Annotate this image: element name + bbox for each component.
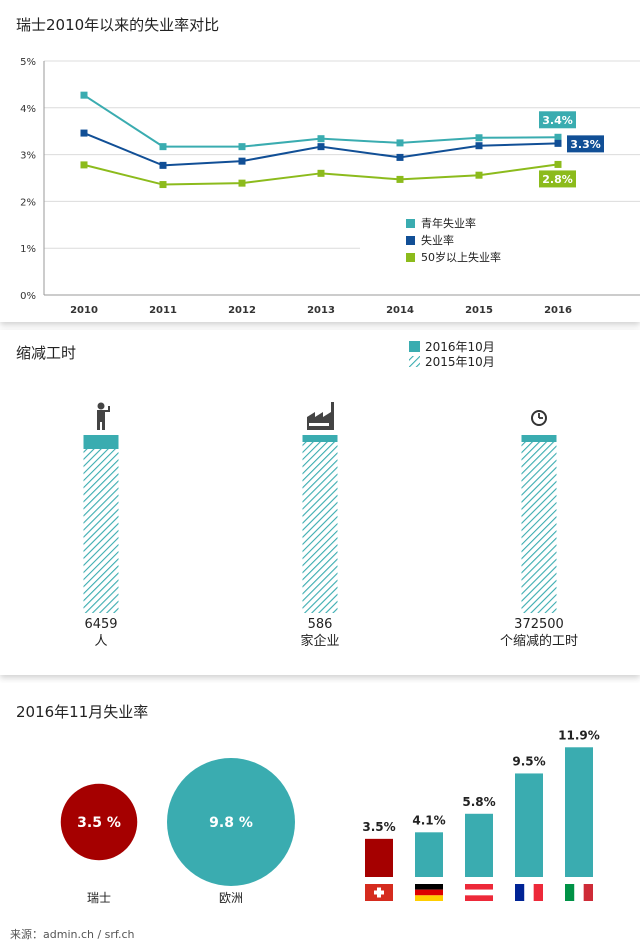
data-point	[80, 91, 88, 99]
end-label-box	[567, 135, 604, 153]
nov-title: 2016年11月失业率	[16, 703, 149, 721]
germany-flag	[415, 884, 443, 901]
y-tick-label: 3%	[20, 151, 36, 162]
data-point	[317, 143, 325, 151]
bar-label: 个缩减的工时	[500, 633, 578, 649]
data-point	[80, 129, 88, 137]
bar-2016	[83, 435, 119, 449]
bar-value-label: 3.5%	[362, 820, 395, 834]
hours-panel: 缩减工时 2016年10月 2015年10月 6459 人 586 家企业 372500 个缩…	[0, 330, 640, 675]
bar-value-label: 5.8%	[462, 795, 495, 809]
switzerland-flag	[365, 884, 393, 901]
bar	[565, 747, 593, 877]
bar-2015	[302, 442, 338, 613]
legend-label: 50岁以上失业率	[421, 250, 501, 264]
bar-value-label: 11.9%	[558, 728, 600, 742]
data-point	[554, 160, 562, 168]
legend-swatch	[406, 219, 415, 228]
data-point	[238, 179, 246, 187]
legend-label: 2015年10月	[425, 355, 495, 369]
data-point	[475, 142, 483, 150]
data-point	[396, 175, 404, 183]
source-note: 来源：admin.ch / srf.ch	[10, 928, 135, 941]
bubble	[60, 783, 138, 861]
data-point	[317, 169, 325, 177]
data-point	[396, 153, 404, 161]
bar-2015	[521, 442, 557, 613]
bar	[365, 838, 393, 877]
data-point	[554, 133, 562, 141]
italy-flag	[565, 884, 593, 901]
legend-label: 失业率	[421, 233, 454, 247]
x-tick-label: 2016	[544, 305, 572, 316]
bubble-label: 瑞士	[87, 891, 111, 905]
x-tick-label: 2010	[70, 305, 98, 316]
x-tick-label: 2011	[149, 305, 177, 316]
data-point	[317, 135, 325, 143]
y-tick-label: 2%	[20, 197, 36, 208]
bubble-value: 3.5 %	[77, 815, 121, 831]
data-point	[159, 143, 167, 151]
y-tick-label: 4%	[20, 104, 36, 115]
line-chart-panel: 瑞士2010年以来的失业率对比 0% 1% 2% 3% 4% 5% 2010 2011 2012…	[0, 0, 640, 322]
data-point	[238, 143, 246, 151]
x-tick-label: 2014	[386, 305, 414, 316]
worker-icon	[97, 402, 110, 430]
nov-chart: 3.5 % 瑞士 9.8 % 欧洲 3.5% 4.1% 5.8% 9.5% 11.9%	[60, 728, 600, 905]
x-tick-label: 2015	[465, 305, 493, 316]
legend-swatch	[406, 253, 415, 262]
france-flag	[515, 884, 543, 901]
data-point	[396, 139, 404, 147]
line-chart: 0% 1% 2% 3% 4% 5% 2010 2011 2012 2013 2014 2015 2016…	[20, 57, 640, 316]
end-label: 3.3%	[570, 138, 601, 151]
y-tick-label: 5%	[20, 57, 36, 68]
hours-title: 缩减工时	[16, 344, 77, 362]
end-label-box	[539, 111, 576, 129]
x-tick-label: 2012	[228, 305, 256, 316]
clock-icon	[531, 410, 547, 426]
bar-value: 586	[308, 617, 333, 632]
bar-value: 6459	[84, 617, 117, 632]
data-point	[159, 181, 167, 189]
data-point	[159, 161, 167, 169]
bar-label: 人	[94, 634, 107, 649]
bar-value-label: 9.5%	[512, 754, 545, 768]
bar-label: 家企业	[300, 633, 339, 649]
bar-2016	[302, 435, 338, 442]
nov-panel: 2016年11月失业率 3.5 % 瑞士 9.8 % 欧洲 3.5% 4.1% 5.8% 9.…	[0, 683, 640, 950]
bar	[515, 773, 543, 877]
legend-label: 2016年10月	[425, 340, 495, 354]
data-point	[475, 134, 483, 142]
data-point	[238, 157, 246, 165]
bar	[415, 832, 443, 877]
end-label-box	[539, 170, 576, 188]
data-point	[80, 161, 88, 169]
bar	[465, 813, 493, 877]
legend-swatch-2016	[409, 341, 420, 352]
legend-swatch	[406, 236, 415, 245]
data-point	[554, 139, 562, 147]
y-tick-label: 0%	[20, 291, 36, 302]
bubble	[167, 758, 295, 886]
data-point	[475, 171, 483, 179]
x-tick-label: 2013	[307, 305, 335, 316]
bar-value-label: 4.1%	[412, 813, 445, 827]
y-tick-label: 1%	[20, 244, 36, 255]
austria-flag	[465, 884, 493, 901]
line-chart-title: 瑞士2010年以来的失业率对比	[16, 16, 220, 34]
legend-label: 青年失业率	[421, 216, 476, 230]
end-label: 3.4%	[542, 114, 573, 127]
factory-icon	[307, 402, 334, 430]
bubble-label: 欧洲	[219, 891, 243, 905]
bar-2015	[83, 449, 119, 613]
end-label: 2.8%	[542, 173, 573, 186]
bar-value: 372500	[514, 617, 564, 632]
legend-swatch-2015	[409, 356, 420, 367]
bar-2016	[521, 435, 557, 442]
bubble-value: 9.8 %	[209, 815, 253, 831]
